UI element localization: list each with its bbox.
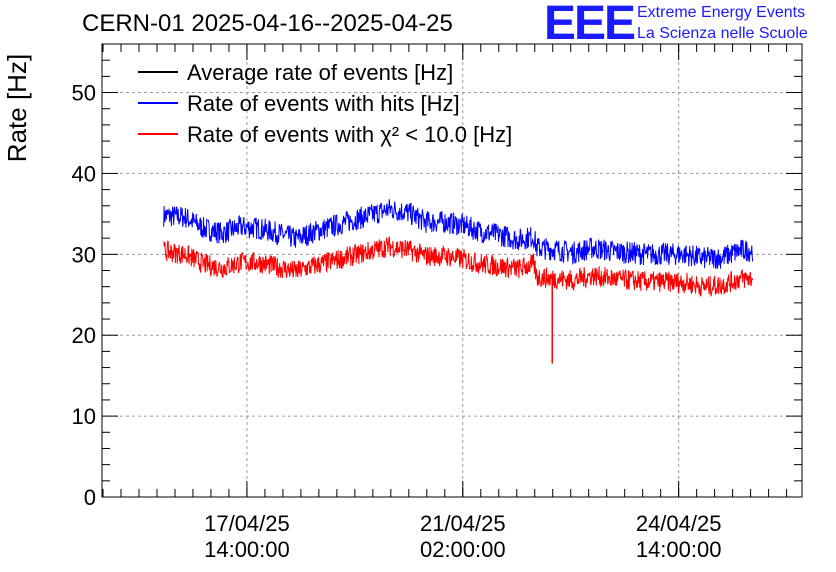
series-layer xyxy=(163,199,754,364)
y-tick-label: 30 xyxy=(72,242,96,267)
x-tick-label: 17/04/25 xyxy=(204,511,290,536)
y-tick-label: 20 xyxy=(72,323,96,348)
x-tick-label-time: 14:00:00 xyxy=(636,537,722,562)
x-tick-label: 24/04/25 xyxy=(636,511,722,536)
legend-entry: Average rate of events [Hz] xyxy=(187,60,453,85)
y-tick-label: 40 xyxy=(72,161,96,186)
y-tick-label: 50 xyxy=(72,81,96,106)
legend-entry: Rate of events with χ² < 10.0 [Hz] xyxy=(187,122,512,147)
x-tick-label-time: 02:00:00 xyxy=(420,537,506,562)
axes: 0102030405017/04/2514:00:0021/04/2502:00… xyxy=(72,43,802,562)
logo-text-line2: La Scienza nelle Scuole xyxy=(637,25,808,42)
y-axis-label: Rate [Hz] xyxy=(2,54,32,162)
x-tick-label: 21/04/25 xyxy=(420,511,506,536)
series-line xyxy=(163,199,754,269)
legend-entry: Rate of events with hits [Hz] xyxy=(187,91,460,116)
legend: Average rate of events [Hz] Rate of event… xyxy=(138,60,512,147)
logo-text-line1: Extreme Energy Events xyxy=(637,4,806,21)
eee-logo-mark: EEE xyxy=(544,0,636,50)
chart-title: CERN-01 2025-04-16--2025-04-25 xyxy=(82,10,453,37)
series-line xyxy=(163,236,754,298)
y-tick-label: 10 xyxy=(72,404,96,429)
y-tick-label: 0 xyxy=(84,485,96,510)
x-tick-label-time: 14:00:00 xyxy=(204,537,290,562)
